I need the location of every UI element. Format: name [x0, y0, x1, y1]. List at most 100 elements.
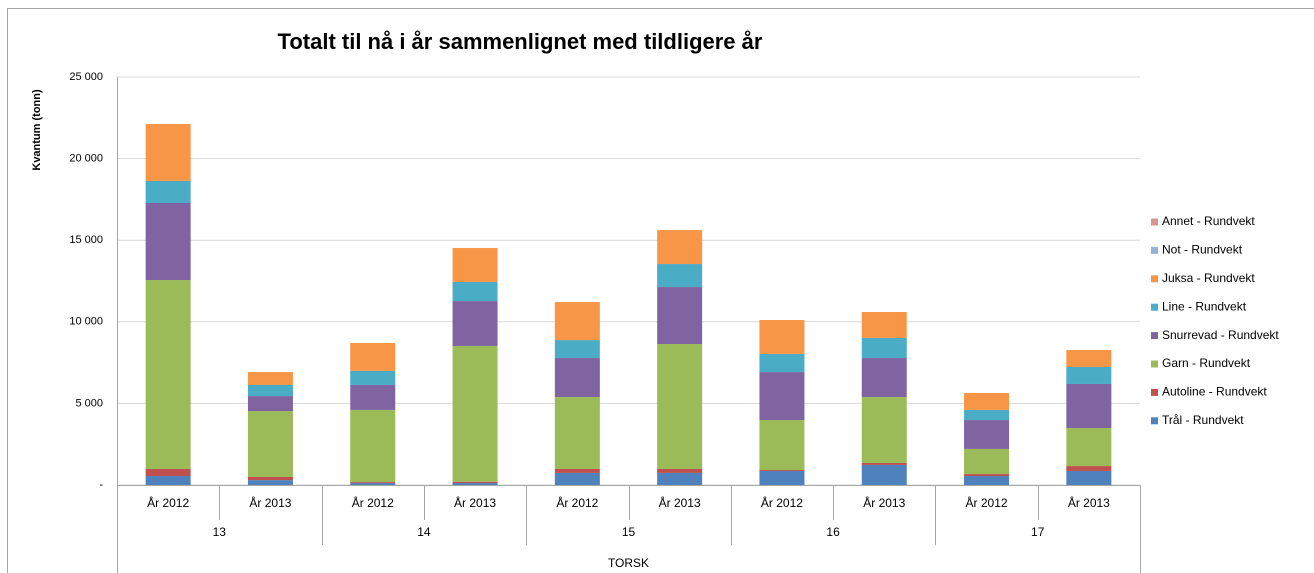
- group-label: 15: [622, 525, 636, 539]
- bar-segment: [554, 358, 600, 398]
- bar-segment: [861, 312, 907, 338]
- bar-segment: [554, 302, 600, 341]
- legend-label: Annet - Rundvekt: [1162, 214, 1255, 228]
- bar-segment: [964, 474, 1010, 477]
- legend-swatch: [1151, 417, 1158, 425]
- bar-segment: [145, 476, 191, 485]
- bar-segment: [1066, 428, 1112, 467]
- legend-label: Trål - Rundvekt: [1162, 413, 1244, 427]
- bar-segment: [247, 411, 293, 478]
- bar-segment: [964, 409, 1010, 421]
- bar-segment: [247, 480, 293, 485]
- bar-segment: [759, 420, 805, 470]
- bar-segment: [759, 470, 805, 485]
- bar-segment: [861, 337, 907, 359]
- x-tick-label: År 2013: [249, 495, 291, 510]
- legend-swatch: [1151, 275, 1158, 283]
- x-tick-label: År 2013: [454, 495, 496, 510]
- legend-label: Autoline - Rundvekt: [1162, 385, 1267, 399]
- bar-segment: [554, 469, 600, 473]
- group-axis-label: TORSK: [608, 556, 649, 570]
- legend-swatch: [1151, 388, 1158, 396]
- x-tick-label: År 2012: [966, 495, 1008, 510]
- group-label: 13: [213, 525, 227, 539]
- bar-segment: [554, 472, 600, 485]
- legend-swatch: [1151, 218, 1158, 226]
- legend-swatch: [1151, 332, 1158, 340]
- bar-segment: [145, 180, 191, 203]
- bar-segment: [657, 264, 703, 288]
- bar-segment: [452, 483, 498, 485]
- y-tick-label: 5 000: [75, 397, 103, 409]
- y-tick-label: 15 000: [69, 234, 103, 246]
- x-tick-label: År 2012: [352, 495, 394, 510]
- bar-segment: [1066, 367, 1112, 384]
- bar-segment: [350, 370, 396, 385]
- bar-segment: [452, 281, 498, 302]
- bar-segment: [145, 280, 191, 470]
- x-tick-label: År 2012: [761, 495, 803, 510]
- bar-segment: [145, 124, 191, 181]
- bar-segment: [759, 469, 805, 471]
- bar-segment: [1066, 466, 1112, 471]
- y-tick-label: -: [99, 479, 103, 491]
- bar-segment: [657, 230, 703, 265]
- bar-segment: [759, 372, 805, 421]
- chart-title: Totalt til nå i år sammenlignet med tild…: [278, 29, 763, 54]
- bar-segment: [861, 397, 907, 463]
- bar-segment: [554, 340, 600, 359]
- bar-segment: [350, 343, 396, 371]
- bar-segment: [145, 202, 191, 281]
- x-tick-label: År 2012: [147, 495, 189, 510]
- bar-segment: [350, 483, 396, 485]
- bar-segment: [350, 409, 396, 483]
- bar-segment: [1066, 383, 1112, 429]
- bar-segment: [861, 358, 907, 398]
- bar-segment: [1066, 350, 1112, 368]
- legend-swatch: [1151, 246, 1158, 254]
- bar-segment: [861, 464, 907, 485]
- bar-segment: [759, 353, 805, 373]
- bar-segment: [247, 384, 293, 397]
- x-tick-label: År 2013: [659, 495, 701, 510]
- y-tick-label: 20 000: [69, 153, 103, 165]
- bar-segment: [964, 476, 1010, 485]
- group-label: 17: [1031, 525, 1045, 539]
- bar-segment: [657, 343, 703, 470]
- legend-label: Not - Rundvekt: [1162, 243, 1243, 257]
- x-tick-label: År 2012: [556, 495, 598, 510]
- bar-segment: [964, 448, 1010, 475]
- bar-segment: [350, 482, 396, 484]
- bar-segment: [452, 345, 498, 482]
- group-label: 16: [826, 525, 840, 539]
- bar-segment: [247, 477, 293, 481]
- y-tick-label: 25 000: [69, 71, 103, 83]
- bar-segment: [350, 384, 396, 410]
- bar-segment: [964, 420, 1010, 449]
- y-tick-label: 10 000: [69, 316, 103, 328]
- legend-label: Garn - Rundvekt: [1162, 356, 1251, 370]
- bar-segment: [657, 287, 703, 344]
- bar-segment: [964, 392, 1010, 410]
- legend-label: Juksa - Rundvekt: [1162, 271, 1255, 285]
- group-label: 14: [417, 525, 431, 539]
- bar-segment: [452, 481, 498, 484]
- legend-swatch: [1151, 360, 1158, 368]
- legend-label: Line - Rundvekt: [1162, 299, 1247, 313]
- bar-segment: [145, 469, 191, 477]
- x-tick-label: År 2013: [1068, 495, 1110, 510]
- legend-swatch: [1151, 303, 1158, 311]
- bar-segment: [1066, 470, 1112, 485]
- bar-segment: [247, 372, 293, 385]
- bar-segment: [554, 397, 600, 470]
- bar-segment: [657, 472, 703, 485]
- bar-segment: [861, 462, 907, 465]
- legend-label: Snurrevad - Rundvekt: [1162, 328, 1279, 342]
- bar-segment: [247, 396, 293, 412]
- bar-segment: [657, 469, 703, 473]
- bar-segment: [452, 301, 498, 346]
- bar-segment: [452, 248, 498, 282]
- x-tick-label: År 2013: [863, 495, 905, 510]
- y-axis-label: Kvantum (tonn): [31, 89, 43, 171]
